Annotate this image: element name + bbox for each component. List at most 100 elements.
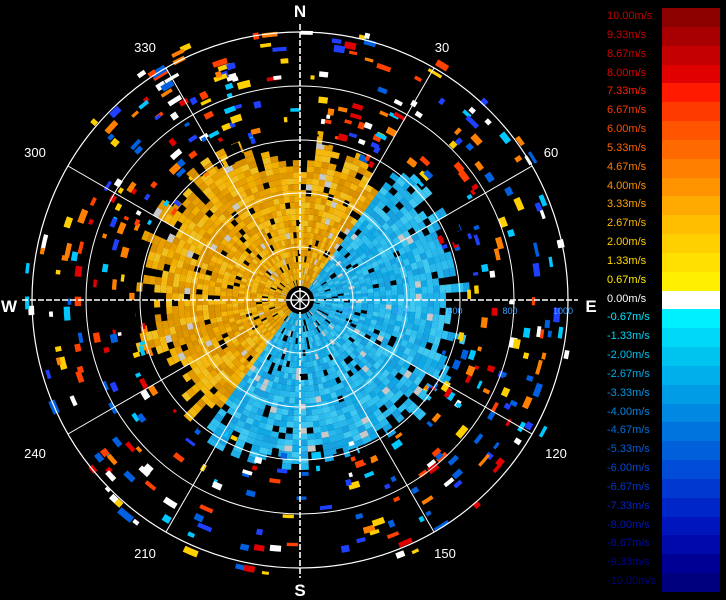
legend-label: -4.67m/s [607,424,650,437]
velocity-color-legend: 10.00m/s 9.33m/s 8.67m/s 8.00m/s 7.33m/s 6.67… [606,8,720,592]
legend-label: 2.67m/s [607,217,647,230]
legend-label: -5.33m/s [607,443,650,456]
legend-swatch [662,177,720,197]
legend-label: 6.00m/s [607,123,647,136]
legend-label: -6.00m/s [607,462,650,475]
range-label-200: 200 [337,306,352,316]
legend-item: -6.67m/s [606,478,720,498]
legend-item: 2.00m/s [606,234,720,253]
legend-item: -8.00m/s [606,516,720,536]
legend-item: -8.67m/s [606,535,720,555]
legend-label: 3.33m/s [607,198,647,211]
legend-label: 5.33m/s [607,141,647,154]
azimuth-label-30: 30 [435,40,449,55]
legend-item: 4.67m/s [606,158,720,178]
legend-item: 5.33m/s [606,139,720,159]
legend-label: -2.67m/s [607,367,650,380]
legend-label: -10.00m/s [607,575,656,588]
east-label: E [585,297,596,316]
legend-swatch [662,422,720,442]
legend-label: -2.00m/s [607,349,650,362]
radar-echo-layer [25,30,570,575]
legend-label: -6.67m/s [607,480,650,493]
radar-plot: N E S W 30 60 120 150 210 240 300 330 20… [1,2,597,600]
legend-item: -2.00m/s [606,347,720,366]
legend-label: 6.67m/s [607,104,647,117]
legend-swatch [662,309,720,329]
legend-item: -4.67m/s [606,422,720,442]
legend-item: 6.67m/s [606,102,720,122]
legend-item: 4.00m/s [606,177,720,197]
radial-line-120 [344,325,533,435]
legend-swatch [662,497,720,517]
radial-line-240 [67,325,256,435]
range-label-800: 800 [502,306,517,316]
legend-swatch [662,328,720,348]
legend-item: 1.33m/s [606,252,720,272]
legend-item: 7.33m/s [606,83,720,103]
legend-item: 2.67m/s [606,215,720,235]
north-label: N [294,2,306,21]
range-label-600: 600 [447,306,462,316]
legend-item: -5.33m/s [606,441,720,461]
legend-swatch [662,252,720,272]
legend-label: 4.67m/s [607,160,647,173]
legend-item: 10.00m/s [606,8,720,27]
legend-label: -8.67m/s [607,537,650,550]
legend-label: -0.67m/s [607,311,650,324]
legend-label: -4.00m/s [607,405,650,418]
legend-item: 3.33m/s [606,196,720,216]
radial-line-30 [325,67,435,256]
legend-swatch [662,234,720,253]
legend-item: -7.33m/s [606,497,720,517]
legend-swatch [662,139,720,159]
legend-label: -8.00m/s [607,518,650,531]
south-label: S [294,581,305,600]
radial-line-330 [165,67,275,256]
legend-item: 8.67m/s [606,45,720,65]
legend-swatch [662,215,720,235]
legend-swatch [662,290,720,310]
legend-swatch [662,554,720,574]
legend-swatch [662,45,720,65]
legend-label: 10.00m/s [607,10,653,22]
radial-line-300 [67,165,256,275]
radial-line-150 [325,344,435,533]
legend-swatch [662,347,720,366]
legend-item: -6.00m/s [606,460,720,479]
azimuth-label-60: 60 [544,145,558,160]
legend-label: 9.33m/s [607,28,647,41]
legend-item: 9.33m/s [606,26,720,46]
azimuth-label-150: 150 [434,546,456,561]
legend-item: -10.00m/s [606,573,720,592]
legend-label: -9.33m/s [607,556,650,569]
legend-label: 2.00m/s [607,236,647,249]
legend-swatch [662,365,720,385]
legend-swatch [662,535,720,555]
legend-swatch [662,26,720,46]
legend-label: 8.00m/s [607,66,647,79]
legend-label: 1.33m/s [607,254,647,267]
range-label-400: 400 [392,306,407,316]
legend-item: -4.00m/s [606,403,720,423]
azimuth-label-210: 210 [134,546,156,561]
legend-swatch [662,64,720,84]
polar-grid [22,24,578,578]
legend-swatch [662,478,720,498]
radial-line-60 [344,165,533,275]
legend-label: 7.33m/s [607,85,647,98]
radial-line-210 [165,344,275,533]
legend-swatch [662,384,720,404]
legend-swatch [662,516,720,536]
azimuth-label-330: 330 [134,40,156,55]
range-label-1000: 1000 [553,306,573,316]
legend-item: -3.33m/s [606,384,720,404]
legend-item: -9.33m/s [606,554,720,574]
legend-item: -1.33m/s [606,328,720,348]
legend-label: -1.33m/s [607,330,650,343]
legend-label: 8.67m/s [607,47,647,60]
legend-swatch [662,121,720,140]
legend-swatch [662,403,720,423]
legend-swatch [662,441,720,461]
legend-swatch [662,196,720,216]
